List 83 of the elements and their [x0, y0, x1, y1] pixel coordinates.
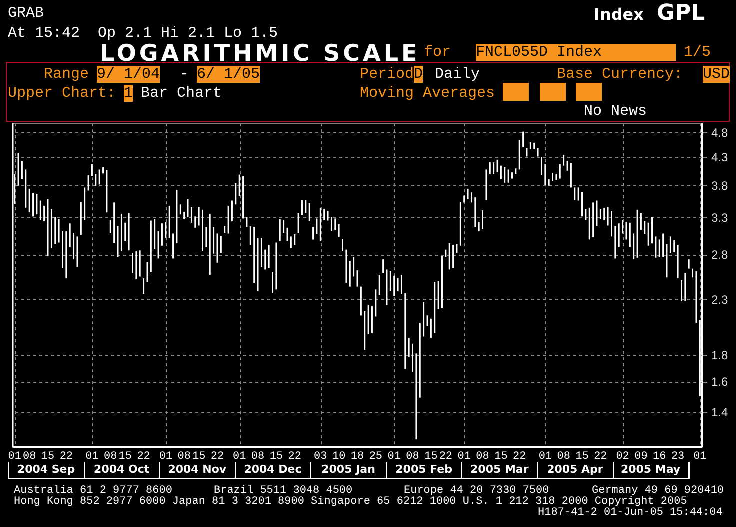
- text: GRAB: [8, 5, 44, 22]
- x-tick-label: 01: [8, 451, 22, 463]
- x-tick-label: 01: [388, 451, 402, 463]
- x-tick-label: 25: [369, 451, 383, 463]
- text: 1: [124, 85, 134, 102]
- x-tick-label: 08: [406, 451, 420, 463]
- x-tick-label: 22: [439, 451, 453, 463]
- x-tick-label: 22: [594, 451, 608, 463]
- text: 1/5: [684, 44, 712, 61]
- y-tick-label: 1.4: [712, 406, 729, 420]
- text: 9/ 1/04: [97, 66, 160, 83]
- x-tick-label: 16: [653, 451, 666, 463]
- text: Base Currency:: [557, 66, 684, 83]
- text: 6/ 1/05: [197, 66, 260, 83]
- text: 2005 Feb: [386, 462, 462, 478]
- x-tick-label: 22: [288, 451, 302, 463]
- x-tick-label: 08: [557, 451, 570, 463]
- text: Period: [360, 66, 414, 83]
- x-tick-label: 15: [424, 451, 438, 463]
- text: Brazil 5511 3048 4500: [214, 485, 353, 497]
- text: Index: [594, 5, 644, 24]
- x-tick-label: 09: [634, 451, 648, 463]
- x-tick-label: 01: [232, 451, 247, 463]
- x-tick-label: 23: [671, 451, 685, 463]
- chart-title: LOGARITHMIC SCALE: [100, 41, 420, 67]
- text: Range: [44, 66, 90, 83]
- y-tick-label: 3.3: [712, 210, 729, 225]
- text: -: [180, 66, 190, 83]
- text: 2004 Oct: [84, 462, 160, 478]
- x-tick-label: 01: [538, 451, 552, 463]
- y-tick-label: 4.3: [712, 150, 729, 165]
- text: Europe 44 20 7330 7500: [404, 485, 550, 497]
- text: FNCL055D Index: [476, 44, 676, 61]
- text: Daily: [435, 66, 480, 83]
- x-tick-label: 08: [178, 451, 191, 463]
- text: 2005 May: [614, 462, 690, 478]
- x-tick-label: 08: [476, 451, 490, 463]
- x-tick-label: 22: [60, 451, 74, 463]
- text: H187-41-2 01-Jun-05 15:44:04: [538, 507, 723, 519]
- text: No News: [584, 103, 648, 120]
- text: 2004 Dec: [236, 462, 312, 478]
- x-tick-label: 22: [137, 451, 150, 463]
- x-tick-label: 18: [350, 451, 364, 463]
- x-tick-label: 15: [41, 451, 55, 463]
- x-tick-label: 01: [458, 451, 472, 463]
- x-tick-label: 10: [332, 451, 346, 463]
- text: At 15:42 Op 2.1 Hi 2.1 Lo 1.5: [8, 25, 278, 42]
- x-tick-label: 15: [270, 451, 284, 463]
- x-tick-label: 01: [86, 451, 100, 463]
- text: Australia 61 2 9777 8600: [14, 485, 172, 497]
- y-tick-label: 1.6: [712, 375, 729, 390]
- x-tick-label: 08: [104, 451, 118, 463]
- y-tick-label: 2.3: [712, 292, 729, 307]
- text: GPL: [657, 1, 706, 26]
- y-tick-label: 2.8: [712, 248, 729, 262]
- text: 2004 Nov: [160, 462, 236, 478]
- x-tick-label: 15: [118, 451, 132, 463]
- x-tick-label: 01: [694, 451, 708, 463]
- x-tick-label: 22: [210, 451, 224, 463]
- x-tick-label: 08: [251, 451, 265, 463]
- text: Hong Kong 852 2977 6000 Japan 81 3 3201 8900 Singapore 65 6212 1000 U.S. 1 212 318 2000 Copyright 2005: [14, 496, 688, 508]
- text: USD: [703, 66, 730, 83]
- text: for: [424, 44, 452, 61]
- x-tick-label: 15: [494, 451, 508, 463]
- x-tick-label: 22: [513, 451, 526, 463]
- text: 2005 Apr: [538, 462, 614, 478]
- text: 2004 Sep: [9, 462, 85, 478]
- y-tick-label: 3.8: [712, 178, 729, 193]
- text: Bar Chart: [141, 85, 222, 102]
- text: 2005 Jan: [311, 462, 387, 478]
- x-tick-label: 15: [576, 451, 589, 463]
- text: Germany 49 69 920410: [592, 485, 724, 497]
- text: D: [414, 66, 424, 83]
- y-tick-label: 1.8: [712, 348, 729, 362]
- text: 2005 Mar: [462, 462, 538, 478]
- x-tick-label: 08: [22, 451, 36, 463]
- x-tick-label: 15: [192, 451, 206, 463]
- y-tick-label: 4.8: [712, 126, 729, 140]
- text: Upper Chart:: [8, 85, 116, 102]
- x-tick-label: 03: [314, 451, 328, 463]
- x-tick-label: 01: [159, 451, 173, 463]
- x-tick-label: 02: [616, 451, 630, 463]
- text: Moving Averages: [360, 85, 496, 102]
